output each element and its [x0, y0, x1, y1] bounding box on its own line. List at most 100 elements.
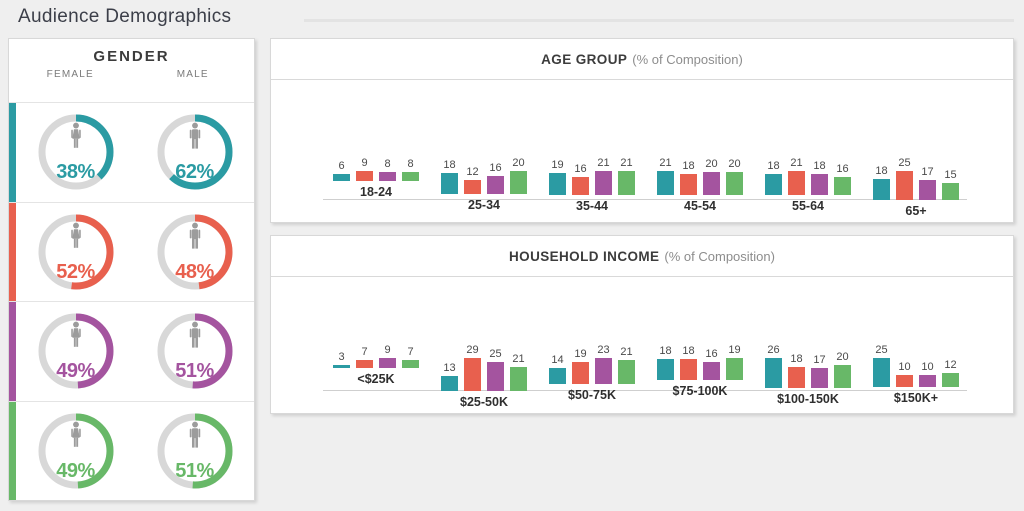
bar-purple: [919, 375, 936, 387]
bar-cluster: 6 9 8 8: [333, 157, 419, 181]
bar-purple: [919, 180, 936, 200]
bar-with-label: 20: [726, 158, 743, 195]
male-donut-cell: 62%: [135, 103, 254, 202]
bar-with-label: 18: [765, 160, 782, 195]
bar-value-label: 18: [443, 159, 456, 171]
bar-red: [896, 375, 913, 387]
gender-donut-female: 49%: [37, 412, 115, 490]
bar-purple: [487, 362, 504, 391]
female-donut-cell: 38%: [16, 103, 135, 202]
bar-with-label: 8: [379, 158, 396, 181]
bar-teal: [765, 174, 782, 195]
category-label: $75-100K: [672, 384, 728, 398]
bar-value-label: 26: [767, 344, 780, 356]
bar-purple: [703, 172, 720, 195]
bar-value-label: 25: [898, 157, 911, 169]
bar-red: [680, 359, 697, 380]
bar-group: 18 12 16 20 25-34: [435, 157, 533, 222]
bar-with-label: 10: [896, 361, 913, 387]
donut-percentage: 49%: [56, 360, 95, 383]
bar-with-label: 12: [464, 166, 481, 194]
bar-purple: [379, 172, 396, 181]
bar-value-label: 8: [407, 158, 414, 170]
bar-with-label: 9: [356, 157, 373, 181]
bar-value-label: 9: [384, 344, 391, 356]
bar-group: 18 21 18 16 55-64: [759, 157, 857, 222]
gender-row: 52% 48%: [9, 201, 254, 302]
bar-teal: [873, 179, 890, 200]
bar-cluster: 18 21 18 16: [765, 157, 851, 195]
bar-cluster: 14 19 23 21: [549, 344, 635, 384]
header-divider: [304, 19, 1014, 22]
female-donut-cell: 49%: [16, 402, 135, 501]
bar-value-label: 16: [705, 348, 718, 360]
gender-row-color-stripe: [9, 302, 16, 401]
bar-value-label: 18: [813, 160, 826, 172]
female-person-icon: [70, 222, 81, 248]
bar-red: [788, 367, 805, 388]
gender-donut-female: 49%: [37, 312, 115, 390]
bar-value-label: 18: [790, 353, 803, 365]
bar-value-label: 20: [728, 158, 741, 170]
bar-cluster: 18 25 17 15: [873, 157, 959, 200]
bar-with-label: 25: [896, 157, 913, 200]
bar-with-label: 29: [464, 344, 481, 391]
gender-row: 49% 51%: [9, 301, 254, 401]
bar-purple: [703, 362, 720, 380]
bar-group: 19 16 21 21 35-44: [543, 157, 641, 222]
donut-percentage: 51%: [175, 459, 214, 482]
bar-green: [402, 172, 419, 181]
bar-with-label: 8: [402, 158, 419, 181]
bar-with-label: 13: [441, 362, 458, 391]
male-person-icon: [189, 421, 200, 448]
bar-value-label: 21: [512, 353, 525, 365]
bar-value-label: 17: [813, 354, 826, 366]
bar-value-label: 14: [551, 354, 564, 366]
bar-value-label: 18: [875, 165, 888, 177]
female-donut-cell: 49%: [16, 302, 135, 401]
bar-with-label: 16: [703, 348, 720, 380]
bar-red: [896, 171, 913, 200]
bar-purple: [595, 171, 612, 195]
bar-cluster: 13 29 25 21: [441, 344, 527, 391]
bar-value-label: 19: [551, 159, 564, 171]
bar-with-label: 21: [510, 353, 527, 391]
bar-teal: [441, 376, 458, 391]
bar-purple: [595, 358, 612, 384]
bar-teal: [657, 359, 674, 380]
bar-teal: [333, 174, 350, 181]
bar-group: 18 25 17 15 65+: [867, 157, 965, 222]
bar-value-label: 18: [682, 345, 695, 357]
bar-green: [726, 172, 743, 195]
bar-value-label: 19: [728, 344, 741, 356]
bar-teal: [765, 358, 782, 388]
female-column-label: FEMALE: [46, 69, 94, 80]
bar-group: 14 19 23 21 $50-75K: [543, 344, 641, 413]
age-group-titlebar: AGE GROUP (% of Composition): [271, 39, 1013, 80]
bar-value-label: 16: [836, 163, 849, 175]
female-donut-cell: 52%: [16, 203, 135, 302]
bar-group: 6 9 8 8 18-24: [327, 157, 425, 222]
donut-ring: [38, 114, 113, 190]
gender-rows: 38% 62% 52% 48% 49% 51% 49% 51%: [9, 102, 254, 500]
bar-with-label: 21: [618, 346, 635, 384]
bar-groups: 3 7 9 7 <$25K 13 29 25 21 $25-50K 14 19 23 21 $50-75K 1…: [327, 344, 965, 413]
male-person-icon: [189, 321, 200, 348]
gender-donut-male: 48%: [156, 213, 234, 291]
male-person-icon: [189, 122, 200, 149]
bar-with-label: 19: [726, 344, 743, 380]
bar-with-label: 16: [834, 163, 851, 195]
bar-value-label: 10: [898, 361, 911, 373]
bar-value-label: 9: [361, 157, 368, 169]
bar-value-label: 29: [466, 344, 479, 356]
bar-group: 18 18 16 19 $75-100K: [651, 344, 749, 413]
bar-group: 25 10 10 12 $150K+: [867, 344, 965, 413]
donut-percentage: 62%: [175, 161, 214, 184]
bar-with-label: 7: [402, 346, 419, 368]
page-header: Audience Demographics: [18, 6, 1014, 34]
bar-value-label: 21: [620, 346, 633, 358]
bar-purple: [811, 368, 828, 388]
donut-ring: [157, 313, 232, 389]
age-group-subtitle: (% of Composition): [632, 51, 743, 67]
bar-with-label: 18: [680, 160, 697, 195]
